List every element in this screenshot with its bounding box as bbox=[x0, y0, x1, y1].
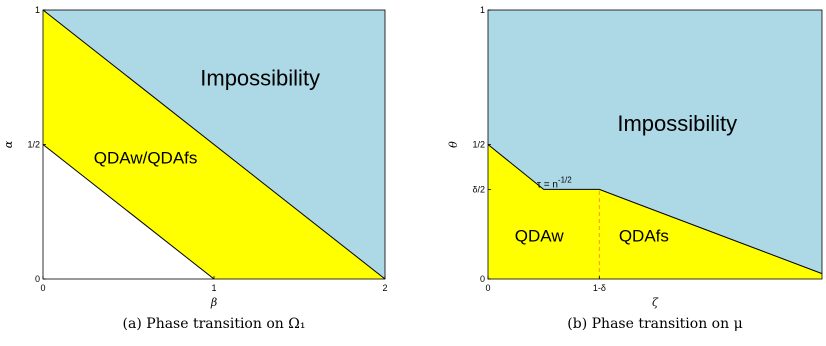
panel-a-y-tick-label: 1/2 bbox=[27, 140, 40, 150]
panel-b-y-tick-label: 1/2 bbox=[472, 140, 485, 150]
panel-a-boundary-line-2 bbox=[42, 144, 215, 280]
panel-b-x-axis-label: ζ bbox=[652, 296, 659, 309]
panel-a-x-tick-label: 1 bbox=[211, 283, 216, 293]
panel-b-y-tick-label: 0 bbox=[480, 274, 485, 284]
panel-a-region-label-impossibility: Impossibility bbox=[200, 65, 320, 90]
panel-b-boundary-line-1 bbox=[487, 144, 823, 275]
panel-b-region-impossibility bbox=[488, 10, 822, 274]
panel-b-x-tick-label: 0 bbox=[485, 283, 490, 293]
panel-b-region-label-impossibility: Impossibility bbox=[617, 111, 737, 136]
panel-a-x-tick-label: 0 bbox=[40, 283, 45, 293]
panel-b-tau-annotation: τ = n-1/2 bbox=[537, 176, 572, 191]
panel-b-y-axis-label: θ bbox=[447, 141, 460, 148]
panel-a-boundary-line-1 bbox=[42, 9, 386, 280]
panel-b-region-label-qdaw: QDAw bbox=[515, 226, 565, 245]
panel-b-tau-annotation-base: τ = n bbox=[537, 180, 558, 191]
panel-b-y-tick-label: δ/2 bbox=[472, 184, 485, 194]
panel-b-caption: (b) Phase transition on μ bbox=[567, 316, 742, 332]
panel-a-phase-transition-omega: 0 1 2 0 1/2 1 Impossibility QDAw/QDAfs β α (a)… bbox=[2, 5, 388, 332]
panel-b-y-tick-label: 1 bbox=[480, 5, 485, 15]
panel-a-region-label-qdaw-qdafs: QDAw/QDAfs bbox=[94, 148, 198, 167]
panel-b-region-label-qdafs: QDAfs bbox=[619, 226, 669, 245]
panel-b-region-qdafs bbox=[599, 189, 822, 279]
panel-a-caption: (a) Phase transition on Ω₁ bbox=[123, 316, 306, 332]
panel-a-x-tick-label: 2 bbox=[382, 283, 387, 293]
panel-a-y-axis-label: α bbox=[2, 140, 15, 148]
panel-a-x-axis-label: β bbox=[210, 296, 217, 309]
panel-b-phase-transition-mu: 0 1-δ 0 δ/2 1/2 1 Impossibility QDAw QDAfs τ = … bbox=[447, 5, 823, 332]
panel-a-y-tick-label: 0 bbox=[35, 274, 40, 284]
panel-a-y-tick-label: 1 bbox=[35, 5, 40, 15]
panel-b-tau-annotation-exponent: -1/2 bbox=[558, 176, 572, 185]
panel-b-x-tick-label: 1-δ bbox=[593, 283, 606, 293]
panel-b-region-qdaw bbox=[488, 144, 600, 279]
